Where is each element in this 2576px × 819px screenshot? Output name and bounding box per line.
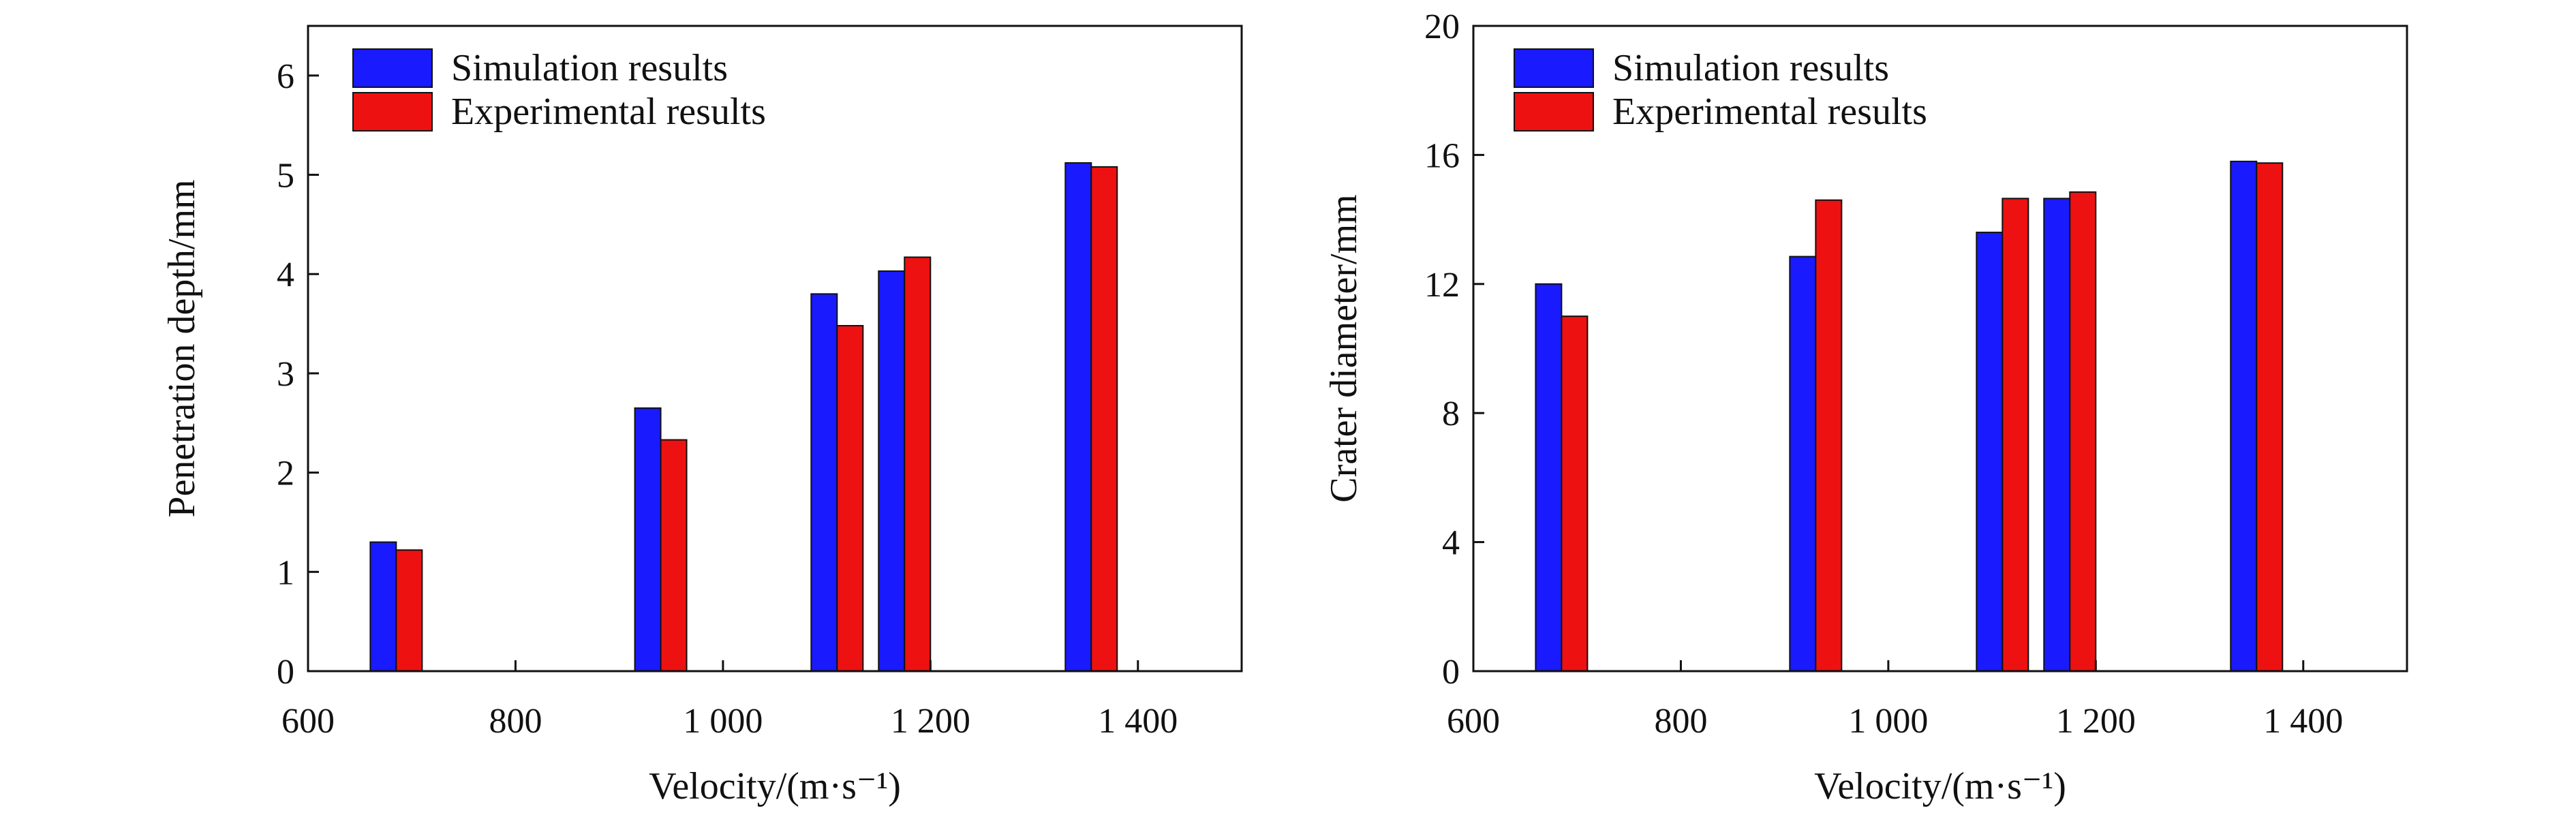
bar-experimental-1 bbox=[1561, 315, 1589, 672]
bar-experimental-2 bbox=[1815, 199, 1843, 672]
x-axis-title: Velocity/(m·s⁻¹) bbox=[649, 765, 901, 807]
bar-experimental-1 bbox=[395, 549, 423, 672]
bar-simulation-1 bbox=[369, 541, 397, 672]
x-tick-label: 1 000 bbox=[683, 702, 763, 741]
y-axis-title: Crater diameter/mm bbox=[1323, 194, 1365, 502]
y-tick-label: 1 bbox=[277, 553, 294, 592]
bar-experimental-4 bbox=[2069, 191, 2097, 673]
x-axis-title: Velocity/(m·s⁻¹) bbox=[1814, 765, 2066, 807]
x-tick-label: 800 bbox=[489, 702, 542, 741]
bar-simulation-2 bbox=[634, 407, 662, 673]
y-tick-label: 8 bbox=[1442, 395, 1460, 433]
plot-frame bbox=[1472, 25, 2408, 673]
y-tick-label: 0 bbox=[1442, 653, 1460, 692]
x-tick-label: 1 000 bbox=[1848, 702, 1928, 741]
x-tick-label: 1 200 bbox=[2056, 702, 2136, 741]
legend-swatch-1 bbox=[1514, 48, 1594, 88]
bar-experimental-4 bbox=[904, 256, 932, 672]
y-axis-title: Penetration depth/mm bbox=[161, 179, 203, 517]
y-tick-label: 4 bbox=[1442, 524, 1460, 563]
y-tick-label: 20 bbox=[1424, 7, 1460, 46]
y-tick-label: 3 bbox=[277, 355, 294, 394]
legend-swatch-2 bbox=[352, 92, 433, 132]
legend-label-2: Experimental results bbox=[1612, 91, 1927, 133]
x-tick-label: 600 bbox=[1447, 702, 1500, 741]
chart-panel-2: 0 4 8 12 16 20 600 800 1 000 1 200 1 400 Velocity/(… bbox=[1323, 7, 2408, 807]
y-tick-label: 2 bbox=[277, 454, 294, 493]
bar-simulation-5 bbox=[1064, 162, 1092, 673]
bar-experimental-3 bbox=[2002, 198, 2029, 672]
legend-swatch-1 bbox=[352, 48, 433, 88]
y-tick-label: 5 bbox=[277, 157, 294, 196]
y-tick-label: 12 bbox=[1424, 266, 1460, 305]
plot-frame bbox=[307, 25, 1243, 673]
y-tick-label: 6 bbox=[277, 57, 294, 96]
bar-experimental-5 bbox=[2256, 162, 2284, 673]
legend-label-1: Simulation results bbox=[451, 47, 728, 89]
x-tick-label: 1 400 bbox=[2263, 702, 2343, 741]
bar-simulation-3 bbox=[810, 293, 838, 673]
bar-simulation-2 bbox=[1789, 256, 1817, 672]
y-tick-label: 16 bbox=[1424, 136, 1460, 175]
legend-label-1: Simulation results bbox=[1612, 47, 1889, 89]
chart-panel-1: 0 1 2 3 4 5 6 600 800 1 000 1 200 1 400 Velocity/(m·… bbox=[161, 25, 1243, 807]
y-tick-label: 4 bbox=[277, 256, 294, 294]
legend-swatch-2 bbox=[1514, 92, 1594, 132]
y-tick-label: 0 bbox=[277, 653, 294, 692]
bar-experimental-3 bbox=[836, 324, 864, 672]
bar-simulation-4 bbox=[878, 270, 906, 672]
x-tick-label: 800 bbox=[1654, 702, 1707, 741]
x-tick-label: 1 200 bbox=[891, 702, 970, 741]
bar-simulation-5 bbox=[2230, 160, 2258, 672]
bar-simulation-3 bbox=[1976, 232, 2004, 673]
bar-experimental-2 bbox=[660, 439, 688, 672]
legend-label-2: Experimental results bbox=[451, 91, 766, 133]
bar-simulation-1 bbox=[1535, 283, 1563, 672]
x-tick-label: 600 bbox=[281, 702, 335, 741]
bar-experimental-5 bbox=[1090, 166, 1118, 673]
x-tick-label: 1 400 bbox=[1098, 702, 1178, 741]
bar-simulation-4 bbox=[2043, 198, 2071, 672]
